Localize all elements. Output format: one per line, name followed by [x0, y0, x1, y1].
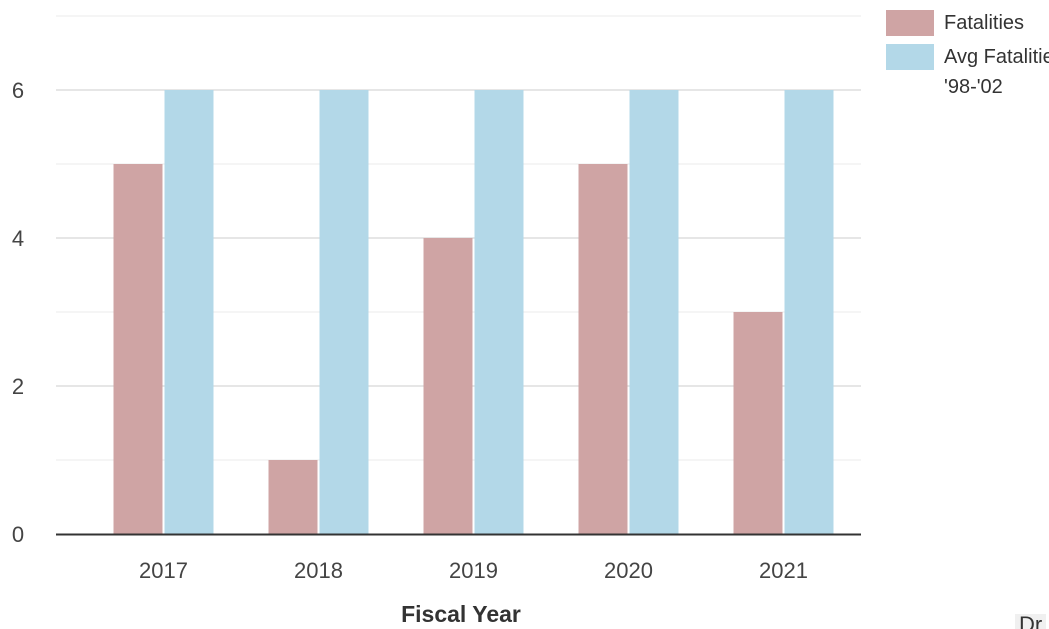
bar-fatalities-2021[interactable]: [733, 312, 783, 534]
bar-avg-fatalities-2017[interactable]: [164, 90, 214, 534]
corner-button-text[interactable]: Dr: [1015, 614, 1047, 629]
y-tick-label: 6: [12, 78, 24, 103]
y-tick-label: 0: [12, 522, 24, 547]
y-axis-ticks: 0 2 4 6: [12, 78, 24, 547]
x-tick-label: 2019: [449, 558, 498, 583]
legend-label: Fatalities: [944, 12, 1025, 34]
bar-avg-fatalities-2020[interactable]: [629, 90, 679, 534]
legend: Fatalities Avg Fatalities '98-'02: [886, 10, 1049, 108]
x-tick-label: 2017: [139, 558, 188, 583]
legend-swatch: [886, 10, 934, 36]
legend-item-avg-fatalities[interactable]: Avg Fatalities '98-'02: [886, 44, 1049, 102]
legend-label: Avg Fatalities '98-'02: [944, 46, 1049, 98]
bars: [113, 90, 834, 534]
bar-fatalities-2018[interactable]: [268, 460, 318, 534]
x-tick-label: 2018: [294, 558, 343, 583]
legend-item-fatalities[interactable]: Fatalities: [886, 10, 1049, 38]
bar-fatalities-2020[interactable]: [578, 164, 628, 534]
bar-avg-fatalities-2019[interactable]: [474, 90, 524, 534]
bar-avg-fatalities-2018[interactable]: [319, 90, 369, 534]
x-tick-label: 2021: [759, 558, 808, 583]
y-tick-label: 2: [12, 374, 24, 399]
bar-fatalities-2017[interactable]: [113, 164, 163, 534]
x-axis-label: Fiscal Year: [401, 601, 521, 627]
bar-avg-fatalities-2021[interactable]: [784, 90, 834, 534]
legend-swatch: [886, 44, 934, 70]
x-tick-label: 2020: [604, 558, 653, 583]
bar-fatalities-2019[interactable]: [423, 238, 473, 534]
y-tick-label: 4: [12, 226, 24, 251]
x-axis-ticks: 2017 2018 2019 2020 2021: [139, 558, 808, 583]
